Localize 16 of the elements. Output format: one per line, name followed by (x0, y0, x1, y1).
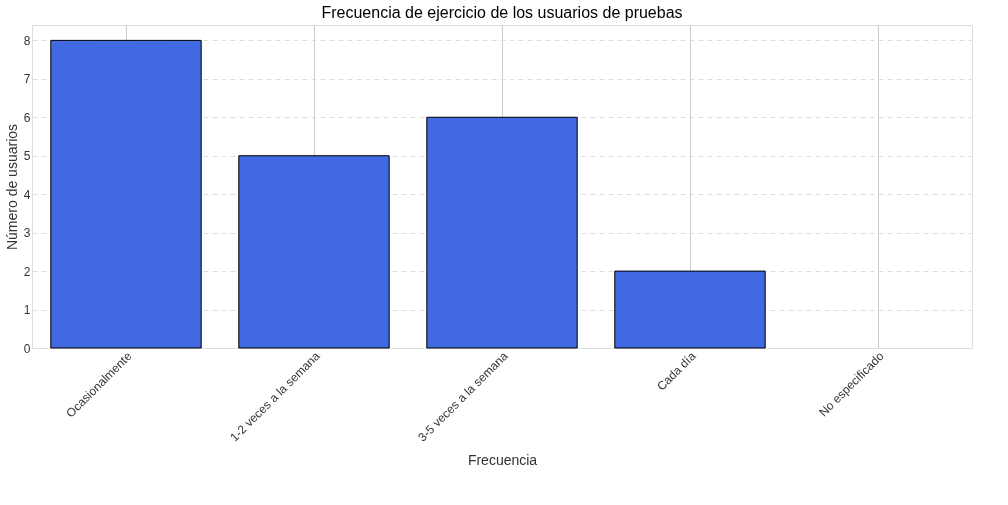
y-tick-label: 7 (23, 72, 31, 87)
y-tick-label: 2 (23, 264, 31, 279)
y-tick-label: 1 (23, 303, 31, 318)
chart-title: Frecuencia de ejercicio de los usuarios de pruebas (321, 4, 683, 21)
y-axis-title: Número de usuarios (3, 123, 20, 251)
y-tick-label: 3 (23, 226, 31, 241)
bar (238, 155, 390, 349)
y-tick-label: 5 (23, 149, 31, 164)
y-tick-label: 0 (23, 341, 31, 356)
bar (426, 116, 578, 349)
y-tick-label: 8 (23, 33, 31, 48)
bar (614, 270, 766, 349)
y-tick-label: 4 (23, 187, 31, 202)
y-tick-label: 6 (23, 110, 31, 125)
x-axis-title: Frecuencia (467, 451, 538, 468)
bar (50, 39, 202, 349)
